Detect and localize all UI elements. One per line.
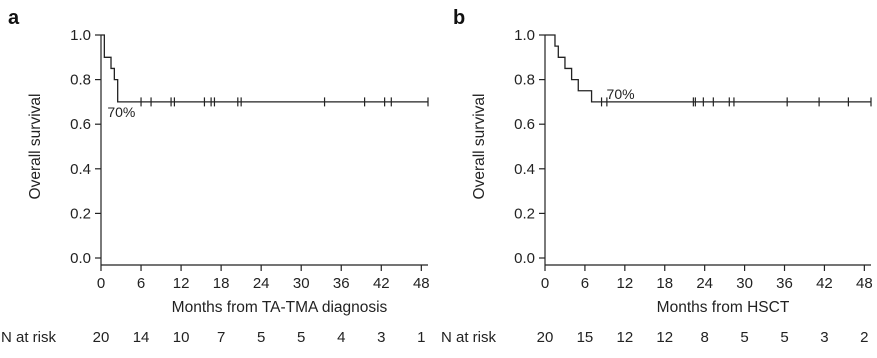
panel-b-x-tick-label: 12 bbox=[616, 275, 633, 292]
panel-a-y-tick-label: 0.2 bbox=[70, 205, 91, 222]
panel-b-risk-label: N at risk bbox=[441, 329, 497, 346]
panel-b-survival-curve bbox=[545, 34, 871, 103]
panel-a-x-tick-label: 24 bbox=[253, 275, 270, 292]
panel-a-risk-value: 1 bbox=[417, 329, 425, 346]
panel-a-x-tick-label: 0 bbox=[97, 275, 105, 292]
panel-b-risk-value: 8 bbox=[701, 329, 709, 346]
panel-b-risk-value: 20 bbox=[537, 329, 554, 346]
panel-b-x-tick-label: 48 bbox=[856, 275, 873, 292]
panel-a-risk-value: 5 bbox=[257, 329, 265, 346]
panel-a-x-axis-title: Months from TA-TMA diagnosis bbox=[172, 299, 388, 316]
panel-a-x-tick-label: 42 bbox=[373, 275, 390, 292]
panel-a-risk-value: 5 bbox=[297, 329, 305, 346]
panel-a-label: a bbox=[8, 7, 20, 29]
panel-a-x-tick-label: 12 bbox=[173, 275, 190, 292]
panel-a-risk-value: 10 bbox=[173, 329, 190, 346]
panel-a-risk-value: 20 bbox=[93, 329, 110, 346]
panel-a-risk-label: N at risk bbox=[1, 329, 57, 346]
panel-b-y-tick-label: 0.6 bbox=[514, 116, 535, 133]
panel-a-y-tick-label: 1.0 bbox=[70, 27, 91, 44]
panel-a-y-tick-label: 0.6 bbox=[70, 116, 91, 133]
panel-b-y-tick-label: 1.0 bbox=[514, 27, 535, 44]
panel-b-x-tick-label: 0 bbox=[541, 275, 549, 292]
panel-b-x-axis-title: Months from HSCT bbox=[657, 299, 790, 316]
panel-b-x-tick-label: 36 bbox=[776, 275, 793, 292]
panel-a-x-tick-label: 18 bbox=[213, 275, 230, 292]
panel-a-annotation: 70% bbox=[107, 104, 135, 120]
panel-a-x-tick-label: 36 bbox=[333, 275, 350, 292]
panel-a-risk-value: 14 bbox=[133, 329, 150, 346]
panel-a-x-tick-label: 30 bbox=[293, 275, 310, 292]
panel-b-risk-value: 5 bbox=[780, 329, 788, 346]
panel-b-risk-value: 12 bbox=[616, 329, 633, 346]
panel-b-x-tick-label: 42 bbox=[816, 275, 833, 292]
panel-b-risk-value: 12 bbox=[656, 329, 673, 346]
panel-a-x-tick-label: 6 bbox=[137, 275, 145, 292]
panel-b-risk-value: 15 bbox=[577, 329, 594, 346]
panel-b-annotation: 70% bbox=[607, 86, 635, 102]
panel-b-x-tick-label: 24 bbox=[696, 275, 713, 292]
panel-b-risk-value: 5 bbox=[740, 329, 748, 346]
panel-a-y-axis-title: Overall survival bbox=[27, 94, 44, 200]
panel-b-y-axis-title: Overall survival bbox=[471, 94, 488, 200]
panel-b-risk-value: 2 bbox=[860, 329, 868, 346]
panel-a-risk-value: 7 bbox=[217, 329, 225, 346]
panel-a-y-tick-label: 0.4 bbox=[70, 161, 91, 178]
panel-b-y-tick-label: 0.2 bbox=[514, 205, 535, 222]
panel-a-y-tick-label: 0.8 bbox=[70, 72, 91, 89]
panel-a-risk-value: 4 bbox=[337, 329, 345, 346]
panel-a-survival-curve bbox=[101, 34, 428, 103]
panel-b-y-tick-label: 0.4 bbox=[514, 161, 535, 178]
panel-b-y-tick-label: 0.8 bbox=[514, 72, 535, 89]
panel-b-label: b bbox=[453, 7, 465, 29]
panel-b-x-tick-label: 30 bbox=[736, 275, 753, 292]
panel-b-x-tick-label: 18 bbox=[656, 275, 673, 292]
panel-b-x-tick-label: 6 bbox=[581, 275, 589, 292]
panel-a-y-tick-label: 0.0 bbox=[70, 250, 91, 267]
panel-a-risk-value: 3 bbox=[377, 329, 385, 346]
panel-a-x-tick-label: 48 bbox=[413, 275, 430, 292]
panel-b-y-tick-label: 0.0 bbox=[514, 250, 535, 267]
panel-b-risk-value: 3 bbox=[820, 329, 828, 346]
